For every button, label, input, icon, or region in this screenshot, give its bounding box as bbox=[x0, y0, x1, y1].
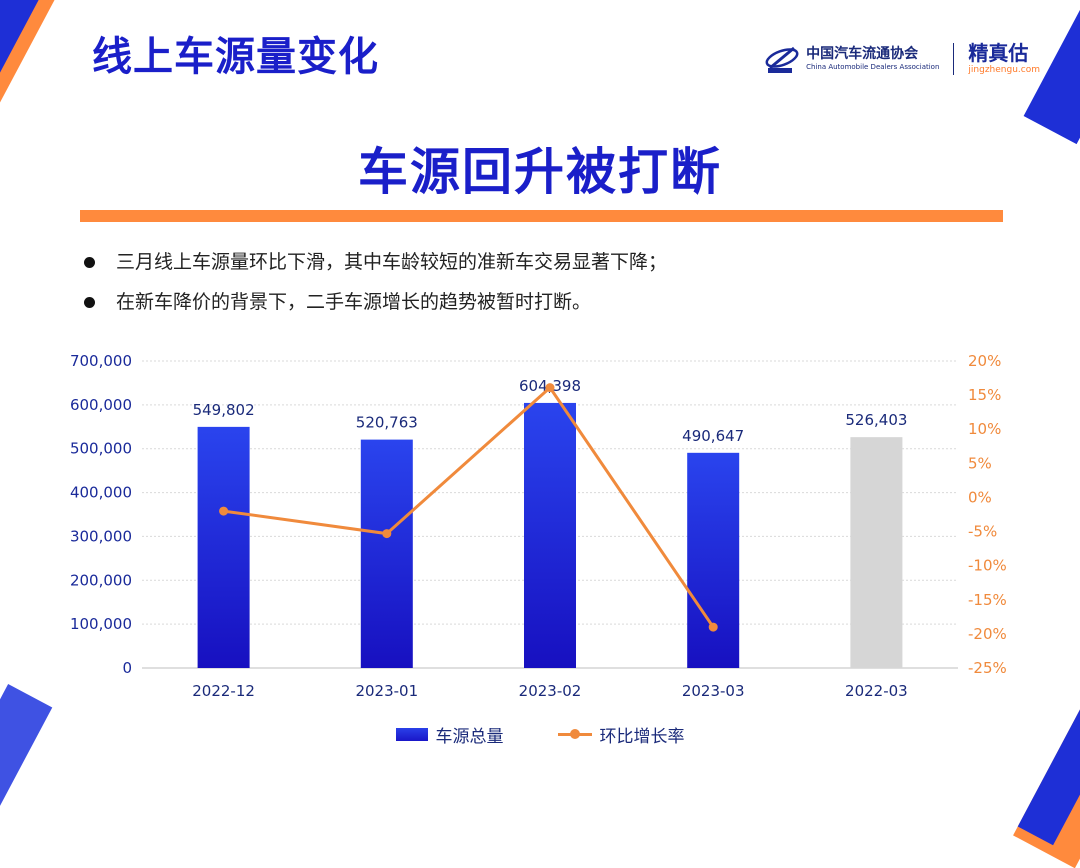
y-left-tick-label: 200,000 bbox=[70, 571, 132, 589]
x-tick-label: 2022-03 bbox=[845, 682, 908, 700]
bullet-item: 在新车降价的背景下，二手车源增长的趋势被暂时打断。 bbox=[82, 286, 667, 326]
y-left-tick-label: 100,000 bbox=[70, 615, 132, 633]
bar-data-label: 549,802 bbox=[193, 401, 255, 419]
y-right-tick-label: -10% bbox=[968, 557, 1007, 575]
cada-logo-text: 中国汽车流通协会 China Automobile Dealers Associ… bbox=[806, 46, 939, 72]
jzg-logo: 精真估 jingzhengu.com bbox=[968, 42, 1040, 76]
cada-logo-icon bbox=[765, 46, 799, 73]
cada-name-cn: 中国汽车流通协会 bbox=[806, 46, 919, 62]
legend-line-swatch-icon bbox=[557, 729, 592, 739]
jzg-url: jingzhengu.com bbox=[968, 65, 1040, 75]
y-right-tick-label: 5% bbox=[968, 454, 992, 472]
y-left-tick-label: 300,000 bbox=[70, 527, 132, 545]
bar-data-label: 526,403 bbox=[845, 411, 907, 429]
bullet-dot-icon bbox=[84, 257, 95, 268]
chart-legend: 车源总量 环比增长率 bbox=[0, 722, 1080, 747]
y-right-tick-label: -25% bbox=[968, 659, 1007, 677]
bullet-text: 在新车降价的背景下，二手车源增长的趋势被暂时打断。 bbox=[116, 291, 592, 313]
growth-rate-point bbox=[545, 383, 555, 393]
bar-data-label: 520,763 bbox=[356, 414, 418, 432]
bar-data-label: 490,647 bbox=[682, 427, 744, 445]
x-tick-label: 2022-12 bbox=[192, 682, 255, 700]
y-left-tick-label: 500,000 bbox=[70, 440, 132, 458]
y-right-tick-label: -15% bbox=[968, 591, 1007, 609]
x-tick-label: 2023-03 bbox=[682, 682, 745, 700]
growth-rate-point bbox=[219, 506, 229, 516]
bar bbox=[850, 437, 903, 668]
page-title: 线上车源量变化 bbox=[92, 34, 379, 80]
growth-rate-line bbox=[223, 385, 715, 628]
bar bbox=[687, 452, 740, 668]
bullet-list: 三月线上车源量环比下滑，其中车龄较短的准新车交易显著下降； 在新车降价的背景下，… bbox=[82, 246, 667, 326]
legend-label: 车源总量 bbox=[435, 727, 504, 747]
bar bbox=[524, 402, 576, 668]
jzg-name: 精真估 bbox=[968, 41, 1029, 65]
y-right-tick-label: 20% bbox=[968, 352, 1001, 370]
legend-item-line: 环比增长率 bbox=[557, 722, 685, 747]
cada-name-en: China Automobile Dealers Association bbox=[806, 63, 940, 71]
y-left-tick-label: 700,000 bbox=[70, 352, 132, 370]
header-logos: 中国汽车流通协会 China Automobile Dealers Associ… bbox=[764, 42, 1040, 76]
bullet-text: 三月线上车源量环比下滑，其中车龄较短的准新车交易显著下降； bbox=[116, 251, 668, 273]
slide-headline: 车源回升被打断 bbox=[358, 143, 722, 201]
growth-rate-point bbox=[708, 622, 718, 632]
legend-label: 环比增长率 bbox=[599, 727, 685, 747]
bar bbox=[360, 439, 413, 668]
logo-divider bbox=[953, 43, 955, 75]
y-right-tick-label: 10% bbox=[968, 420, 1001, 438]
headline-divider bbox=[80, 210, 1003, 222]
bar bbox=[197, 426, 250, 668]
combo-chart: 0 100,000 200,000 300,000 400,000 500,000 600,… bbox=[70, 352, 1007, 700]
y-left-tick-label: 0 bbox=[122, 659, 132, 677]
growth-rate-point bbox=[382, 529, 392, 539]
x-tick-label: 2023-02 bbox=[519, 682, 582, 700]
y-right-tick-label: -20% bbox=[968, 625, 1007, 643]
x-tick-label: 2023-01 bbox=[355, 682, 418, 700]
y-right-tick-label: 15% bbox=[968, 386, 1001, 404]
y-left-tick-label: 400,000 bbox=[70, 484, 132, 502]
bullet-item: 三月线上车源量环比下滑，其中车龄较短的准新车交易显著下降； bbox=[82, 246, 667, 286]
y-right-tick-label: 0% bbox=[968, 488, 992, 506]
legend-item-bars: 车源总量 bbox=[395, 722, 504, 747]
y-right-tick-label: -5% bbox=[968, 523, 997, 541]
bullet-dot-icon bbox=[84, 297, 95, 308]
y-left-tick-label: 600,000 bbox=[70, 396, 132, 414]
legend-bar-swatch-icon bbox=[395, 728, 428, 741]
